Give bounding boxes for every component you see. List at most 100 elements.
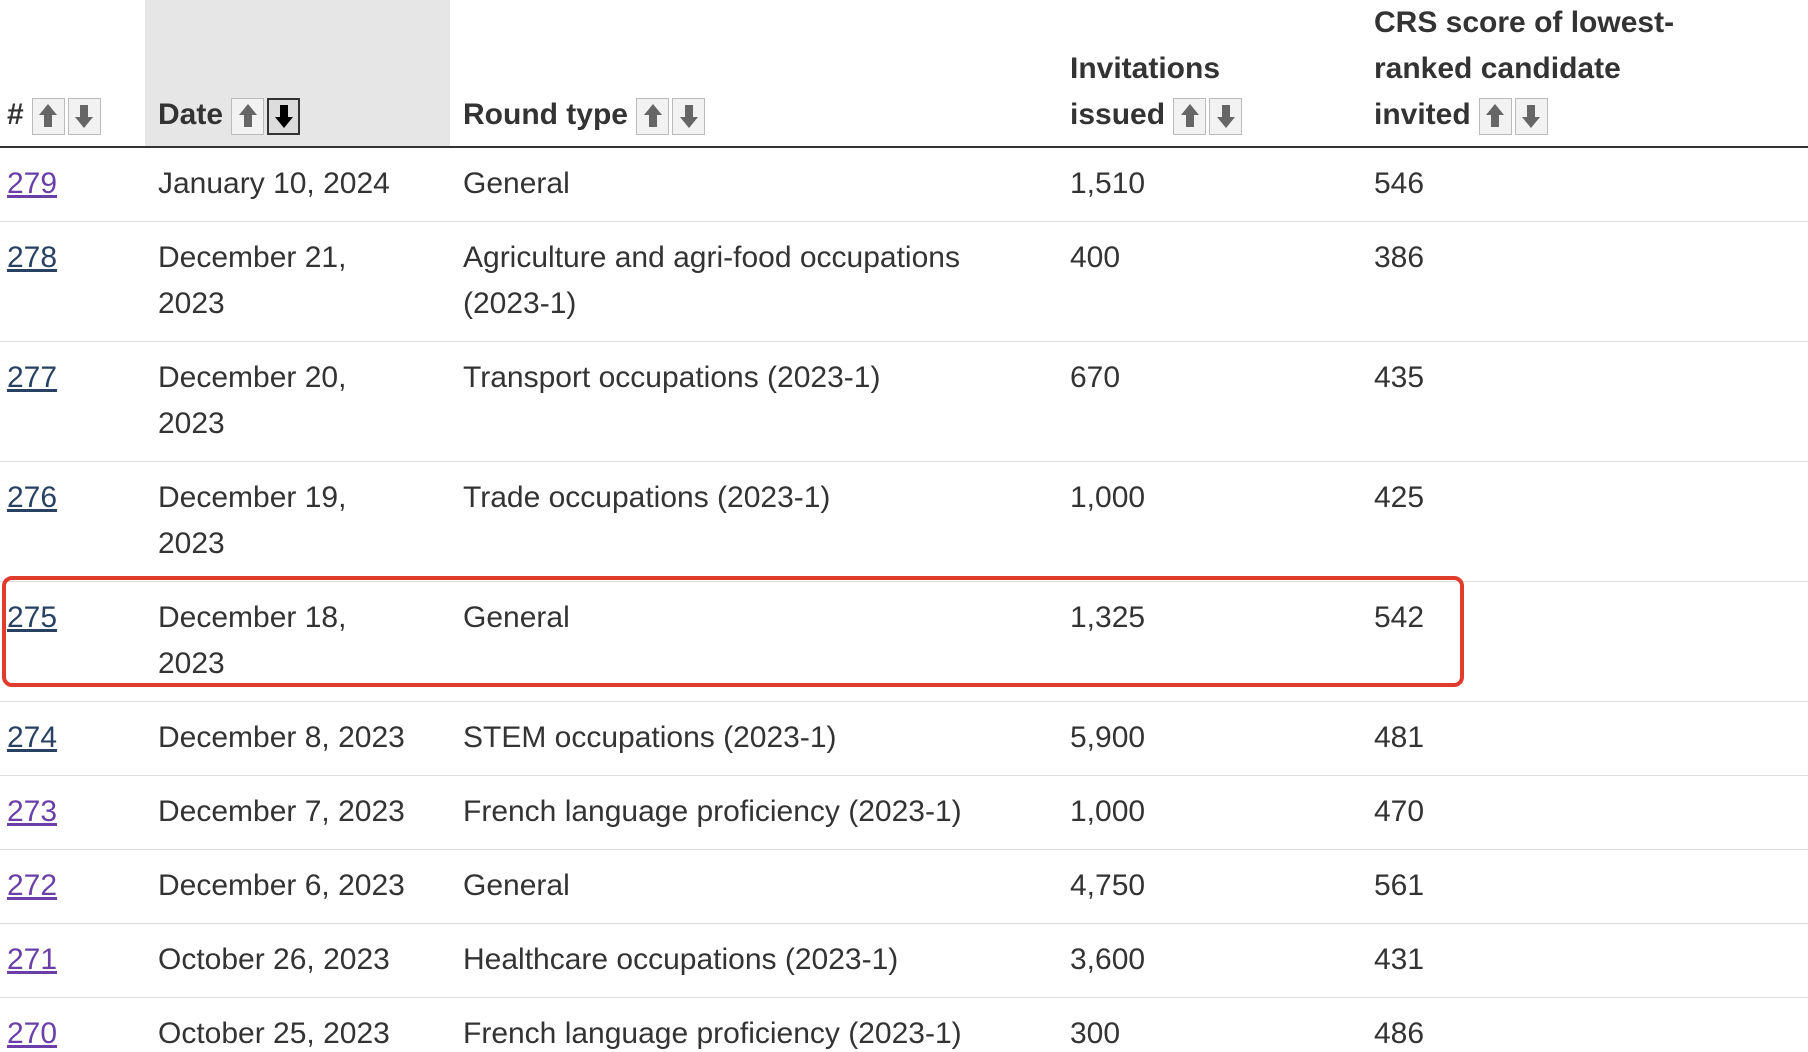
cell-text: 561 xyxy=(1374,869,1425,902)
sort-descending[interactable] xyxy=(672,97,705,135)
table-cell: General xyxy=(450,581,1057,702)
table-cell: 276 xyxy=(0,461,145,582)
table-cell: December 7, 2023 xyxy=(145,775,450,850)
table-row: 279 January 10, 2024 General 1,510 546 xyxy=(0,147,1808,222)
cell-text: General xyxy=(463,167,570,200)
cell-text: 435 xyxy=(1374,361,1425,394)
table-row: 275 December 18, 2023 General 1,325 542 xyxy=(0,581,1808,702)
table-cell: 1,000 xyxy=(1057,461,1361,582)
sort-ascending[interactable] xyxy=(1478,97,1512,135)
header-row: # Date Round type Invitations issued CRS sco… xyxy=(0,0,1808,148)
table-cell: Trade occupations (2023-1) xyxy=(450,461,1057,582)
table-cell: 278 xyxy=(0,221,145,342)
table-cell: STEM occupations (2023-1) xyxy=(450,701,1057,776)
table-cell: 486 xyxy=(1361,997,1808,1052)
table-cell: December 21, 2023 xyxy=(145,221,450,342)
sort-buttons xyxy=(231,97,301,135)
cell-text: December 18, 2023 xyxy=(158,601,347,680)
table-cell: 279 xyxy=(0,147,145,222)
round-link[interactable]: 275 xyxy=(7,601,58,634)
cell-text: January 10, 2024 xyxy=(158,167,390,200)
table-row: 274 December 8, 2023 STEM occupations (202… xyxy=(0,701,1808,776)
table-cell: 3,600 xyxy=(1057,923,1361,998)
table-cell: General xyxy=(450,147,1057,222)
column-header: Round type xyxy=(450,0,1057,148)
table-cell: Healthcare occupations (2023-1) xyxy=(450,923,1057,998)
cell-text: 470 xyxy=(1374,795,1425,828)
table-cell: 1,325 xyxy=(1057,581,1361,702)
cell-text: December 7, 2023 xyxy=(158,795,405,828)
table-cell: 275 xyxy=(0,581,145,702)
sort-ascending[interactable] xyxy=(231,97,265,135)
round-link[interactable]: 279 xyxy=(7,167,58,200)
table-cell: 670 xyxy=(1057,341,1361,462)
round-link[interactable]: 277 xyxy=(7,361,58,394)
table-row: 271 October 26, 2023 Healthcare occupation… xyxy=(0,923,1808,998)
table-cell: 270 xyxy=(0,997,145,1052)
table-cell: 4,750 xyxy=(1057,849,1361,924)
cell-text: Transport occupations (2023-1) xyxy=(463,361,881,394)
table-cell: December 19, 2023 xyxy=(145,461,450,582)
cell-text: French language proficiency (2023-1) xyxy=(463,795,962,828)
sort-descending[interactable] xyxy=(67,97,101,135)
sort-ascending[interactable] xyxy=(636,97,669,135)
table-cell: 273 xyxy=(0,775,145,850)
round-link[interactable]: 276 xyxy=(7,481,58,514)
table-cell: French language proficiency (2023-1) xyxy=(450,997,1057,1052)
cell-text: General xyxy=(463,869,570,902)
table-cell: 1,000 xyxy=(1057,775,1361,850)
round-link[interactable]: 274 xyxy=(7,721,58,754)
table-cell: 1,510 xyxy=(1057,147,1361,222)
cell-text: Healthcare occupations (2023-1) xyxy=(463,943,899,976)
table-row: 272 December 6, 2023 General 4,750 561 xyxy=(0,849,1808,924)
table-cell: December 6, 2023 xyxy=(145,849,450,924)
table-cell: 277 xyxy=(0,341,145,462)
cell-text: 670 xyxy=(1070,361,1121,394)
round-link[interactable]: 273 xyxy=(7,795,58,828)
table-cell: 272 xyxy=(0,849,145,924)
cell-text: October 25, 2023 xyxy=(158,1017,390,1050)
table-cell: 542 xyxy=(1361,581,1808,702)
table-row: 277 December 20, 2023 Transport occupation… xyxy=(0,341,1808,462)
table-cell: 470 xyxy=(1361,775,1808,850)
cell-text: December 6, 2023 xyxy=(158,869,405,902)
table-cell: 274 xyxy=(0,701,145,776)
sort-descending[interactable] xyxy=(267,97,301,135)
cell-text: 5,900 xyxy=(1070,721,1146,754)
table-row: 278 December 21, 2023 Agriculture and agri… xyxy=(0,221,1808,342)
cell-text: General xyxy=(463,601,570,634)
cell-text: December 20, 2023 xyxy=(158,361,347,440)
table-cell: 546 xyxy=(1361,147,1808,222)
sort-ascending[interactable] xyxy=(1173,97,1207,135)
cell-text: 3,600 xyxy=(1070,943,1146,976)
table-cell: French language proficiency (2023-1) xyxy=(450,775,1057,850)
table-body: 279 January 10, 2024 General 1,510 546 278 Dec… xyxy=(0,147,1808,1052)
table-header: # Date Round type Invitations issued CRS sco… xyxy=(0,0,1808,148)
header-text: Round type xyxy=(463,98,628,131)
header-text: # xyxy=(7,98,24,131)
sort-buttons xyxy=(1173,97,1243,135)
sort-ascending[interactable] xyxy=(31,97,65,135)
table-cell: December 18, 2023 xyxy=(145,581,450,702)
cell-text: STEM occupations (2023-1) xyxy=(463,721,837,754)
sort-buttons xyxy=(1478,97,1548,135)
cell-text: 546 xyxy=(1374,167,1425,200)
cell-text: 486 xyxy=(1374,1017,1425,1050)
cell-text: 386 xyxy=(1374,241,1425,274)
round-link[interactable]: 278 xyxy=(7,241,58,274)
cell-text: 1,510 xyxy=(1070,167,1146,200)
cell-text: French language proficiency (2023-1) xyxy=(463,1017,962,1050)
table-cell: December 20, 2023 xyxy=(145,341,450,462)
table-cell: Agriculture and agri-food occupations (2… xyxy=(450,221,1057,342)
table-cell: 481 xyxy=(1361,701,1808,776)
round-link[interactable]: 271 xyxy=(7,943,58,976)
sort-descending[interactable] xyxy=(1209,97,1243,135)
table-cell: October 26, 2023 xyxy=(145,923,450,998)
round-link[interactable]: 272 xyxy=(7,869,58,902)
round-link[interactable]: 270 xyxy=(7,1017,58,1050)
table-cell: 425 xyxy=(1361,461,1808,582)
table-row: 276 December 19, 2023 Trade occupations (2… xyxy=(0,461,1808,582)
cell-text: 4,750 xyxy=(1070,869,1146,902)
sort-descending[interactable] xyxy=(1514,97,1548,135)
